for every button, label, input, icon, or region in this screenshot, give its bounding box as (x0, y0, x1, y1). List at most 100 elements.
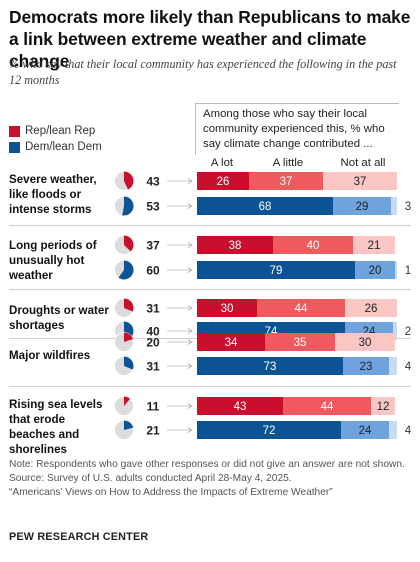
bar-value-label: 38 (229, 240, 242, 252)
pie-slice-dem (124, 356, 134, 370)
bar-segment-dem-2 (391, 197, 397, 215)
bar-segment-dem-2 (395, 261, 397, 279)
connector-arrow (187, 339, 193, 345)
connector-arrow (187, 403, 193, 409)
bar-segment-rep-2 (335, 333, 395, 351)
experienced-value-dem: 31 (146, 359, 160, 373)
bar-value-label: 12 (377, 401, 390, 413)
experienced-value-dem: 40 (146, 324, 160, 338)
connector-arrow (187, 178, 193, 184)
pie-slice-dem (118, 260, 134, 280)
bar-value-label: 30 (221, 303, 234, 315)
category-label-severe-weather: Severe weather, like floods or intense s… (9, 173, 97, 216)
connector-arrow (187, 267, 193, 273)
divider (9, 386, 411, 387)
bar-value-label: 26 (217, 176, 230, 188)
bar-segment-rep-0 (197, 397, 283, 415)
legend-item-dem: Dem/lean Dem (9, 141, 102, 153)
experienced-value-dem: 53 (146, 199, 160, 213)
column-header: Among those who say their local communit… (203, 108, 385, 150)
bar-value-label: 40 (307, 240, 320, 252)
legend-label-rep: Rep/lean Rep (25, 125, 96, 137)
bar-segment-dem-1 (343, 357, 389, 375)
pie-slice-rep (124, 235, 134, 252)
pie-slice-dem (122, 196, 134, 216)
bar-value-label: 43 (234, 401, 247, 413)
bar-value-label: 4 (405, 425, 412, 437)
bar-value-label: 34 (225, 337, 238, 349)
category-label-sea-levels: Rising sea levels that erode beaches and… (9, 398, 103, 456)
bar-value-label: 21 (368, 240, 381, 252)
pie-slice-rep (124, 332, 134, 342)
experienced-value-rep: 20 (146, 335, 160, 349)
chart-subtitle: % who say that their local community has… (9, 57, 397, 87)
bar-segment-dem-0 (197, 357, 343, 375)
experienced-value-dem: 21 (146, 423, 160, 437)
bar-value-label: 3 (405, 201, 411, 213)
pie-slice-dem (124, 420, 134, 430)
experienced-value-dem: 60 (146, 263, 160, 277)
bar-segment-rep-2 (353, 236, 395, 254)
bar-segment-rep-2 (345, 299, 397, 317)
connector-arrow (187, 363, 193, 369)
bar-segment-dem-2 (389, 357, 397, 375)
bar-segment-rep-0 (197, 172, 249, 190)
bar-segment-rep-0 (197, 236, 273, 254)
column-label-a-lot: A lot (210, 157, 234, 169)
connector-arrow (187, 305, 193, 311)
column-label-a-little: A little (272, 157, 304, 169)
legend-item-rep: Rep/lean Rep (9, 125, 95, 137)
connector-arrow (187, 203, 193, 209)
category-label-droughts: Droughts or water shortages (9, 304, 109, 332)
bar-segment-rep-0 (197, 299, 257, 317)
experienced-value-rep: 11 (147, 399, 160, 413)
connector-arrow (187, 242, 193, 248)
legend-swatch-rep (9, 125, 20, 137)
pie-slice-rep (124, 298, 134, 312)
bar-segment-rep-1 (283, 397, 371, 415)
bar-value-label: 29 (356, 201, 369, 213)
divider (9, 225, 411, 226)
bar-value-label: 44 (295, 303, 308, 315)
bar-segment-rep-1 (249, 172, 323, 190)
bar-segment-dem-1 (341, 421, 389, 439)
bar-value-label: 37 (280, 176, 293, 188)
bar-segment-rep-1 (273, 236, 353, 254)
bar-segment-rep-2 (323, 172, 397, 190)
column-label-not-at-all: Not at all (340, 157, 386, 169)
bar-value-label: 24 (359, 425, 372, 437)
experienced-value-rep: 37 (146, 238, 160, 252)
bar-segment-rep-0 (197, 333, 265, 351)
category-label-wildfires: Major wildfires (9, 349, 91, 362)
note-text: Note: Respondents who gave other respons… (9, 459, 405, 470)
bar-value-label: 37 (354, 176, 367, 188)
bar-segment-dem-0 (197, 261, 355, 279)
bar-value-label: 68 (259, 201, 272, 213)
bar-value-label: 73 (264, 361, 277, 373)
experienced-value-rep: 43 (146, 174, 160, 188)
bar-value-label: 30 (359, 337, 372, 349)
bar-segment-dem-2 (389, 421, 397, 439)
divider (9, 289, 411, 290)
bar-segment-dem-2 (393, 322, 397, 340)
bar-value-label: 72 (263, 425, 276, 437)
experienced-value-rep: 31 (146, 301, 160, 315)
pie-slice-dem (124, 321, 134, 339)
bar-segment-dem-1 (333, 197, 391, 215)
bar-value-label: 23 (360, 361, 373, 373)
legend-label-dem: Dem/lean Dem (25, 141, 102, 153)
bar-value-label: 2 (405, 326, 411, 338)
report-title-text: “Americans’ Views on How to Address the … (9, 487, 333, 498)
bar-value-label: 35 (294, 337, 307, 349)
bar-segment-dem-0 (197, 197, 333, 215)
legend-swatch-dem (9, 141, 20, 153)
pie-slice-rep (124, 396, 131, 406)
connector-arrow (187, 328, 193, 334)
column-header-bracket (195, 103, 399, 155)
bar-segment-dem-1 (355, 261, 395, 279)
chart-title: Democrats more likely than Republicans t… (9, 7, 411, 71)
bar-value-label: 1 (405, 265, 411, 277)
connector-arrow (187, 427, 193, 433)
bar-segment-rep-1 (265, 333, 335, 351)
